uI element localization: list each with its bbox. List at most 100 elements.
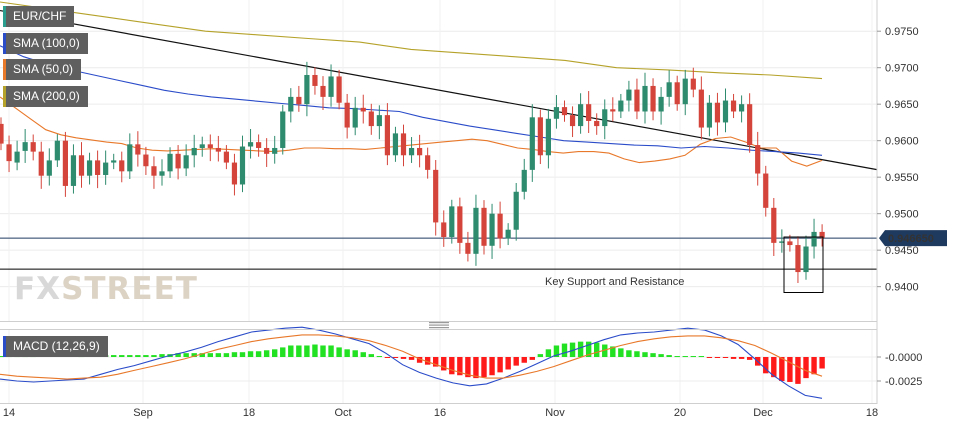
candle-body xyxy=(513,191,519,230)
macd-histogram-bar xyxy=(207,353,213,357)
macd-y-axis-ticks: -0.0000 -0.0025 xyxy=(877,352,922,388)
candle-body xyxy=(417,147,423,156)
candle-body xyxy=(690,78,696,90)
sma-100-line xyxy=(0,45,823,156)
macd-histogram-bar xyxy=(457,357,463,376)
macd-histogram-bar xyxy=(400,357,407,359)
macd-histogram-bar xyxy=(561,343,568,357)
x-tick-label: 14 xyxy=(3,407,15,419)
candle-body xyxy=(441,222,447,238)
macd-histogram-bar xyxy=(127,355,133,357)
candle-body xyxy=(481,207,487,246)
candle-body xyxy=(296,96,302,105)
candle-body xyxy=(763,173,769,208)
y-tick-label: 0.9700 xyxy=(885,63,919,75)
macd-histogram-bar xyxy=(779,357,785,381)
macd-histogram-bar xyxy=(658,354,664,357)
candle-body xyxy=(569,115,576,127)
x-axis-ticks: 14 Sep 18 Oct 16 Nov 20 Dec 18 xyxy=(3,407,878,419)
macd-line xyxy=(0,326,823,399)
x-tick-label: Oct xyxy=(334,407,351,419)
candle-body xyxy=(682,78,688,105)
macd-histogram-bar xyxy=(569,342,576,357)
legend-sma-100[interactable]: SMA (100,0) xyxy=(3,33,88,54)
candle-body xyxy=(46,160,52,176)
candle-body xyxy=(473,207,479,254)
macd-histogram-bar xyxy=(481,357,487,378)
candle-body xyxy=(191,147,197,156)
symbol-swatch xyxy=(3,6,6,27)
macd-signal-line xyxy=(0,334,823,380)
support-resistance-line-group xyxy=(0,237,877,270)
candle-body xyxy=(368,111,374,127)
candle-body xyxy=(666,82,672,97)
candle-body xyxy=(215,147,221,152)
macd-histogram-bar xyxy=(296,345,302,357)
macd-histogram-bar xyxy=(151,355,157,357)
macd-histogram-bar xyxy=(795,357,801,384)
macd-histogram-bar xyxy=(553,345,560,357)
macd-gridlines xyxy=(0,356,877,382)
macd-histogram-bar xyxy=(666,355,672,357)
y-axis-ticks: 0.9750 0.9700 0.9650 0.9600 0.9550 0.9500 0.94… xyxy=(877,26,919,294)
macd-histogram-bar xyxy=(119,355,125,357)
macd-histogram-bar xyxy=(706,357,713,358)
macd-histogram-bar xyxy=(255,351,262,357)
legend-sma-50[interactable]: SMA (50,0) xyxy=(3,59,82,80)
pane-splitter-handle[interactable] xyxy=(429,322,449,329)
legend-symbol[interactable]: EUR/CHF xyxy=(3,6,75,27)
candle-body xyxy=(489,213,495,246)
macd-histogram-bar xyxy=(674,356,680,358)
candle-body xyxy=(755,145,761,174)
macd-histogram-bar xyxy=(537,354,544,357)
candle-body xyxy=(103,162,109,175)
legend-sma-200[interactable]: SMA (200,0) xyxy=(3,86,88,107)
candle-body xyxy=(392,133,399,156)
candle-body xyxy=(70,155,77,186)
candle-body xyxy=(578,104,584,127)
candle-body xyxy=(320,85,326,97)
sma-50-swatch xyxy=(3,59,6,80)
symbol-label: EUR/CHF xyxy=(13,9,67,23)
candle-body xyxy=(747,104,753,146)
legend-macd[interactable]: MACD (12,26,9) xyxy=(3,336,108,357)
candle-body xyxy=(167,153,173,172)
macd-histogram-bar xyxy=(424,357,431,365)
candle-body xyxy=(78,155,85,176)
macd-histogram-bar xyxy=(634,351,640,357)
sma-200-label: SMA (200,0) xyxy=(13,89,80,103)
candle-body xyxy=(739,104,745,112)
trendline-group xyxy=(0,9,878,171)
y-tick-label: 0.9550 xyxy=(885,172,919,184)
candle-body xyxy=(698,89,704,128)
candle-body xyxy=(62,140,68,186)
macd-histogram-bar xyxy=(722,357,729,358)
candle-body xyxy=(795,245,801,273)
candle-body xyxy=(408,147,415,156)
candle-body xyxy=(811,231,817,247)
candle-body xyxy=(328,76,334,97)
macd-histogram-bar xyxy=(320,345,326,357)
candle-body xyxy=(280,111,286,148)
y-tick-label: 0.9600 xyxy=(885,136,919,148)
macd-swatch xyxy=(3,336,6,357)
macd-histogram-bar xyxy=(272,349,278,357)
macd-histogram-bar xyxy=(577,341,584,357)
candle-body xyxy=(537,117,543,156)
macd-histogram-bar xyxy=(602,344,608,357)
candle-body xyxy=(779,241,785,243)
macd-histogram-bar xyxy=(280,347,286,357)
candle-body xyxy=(256,142,262,148)
macd-histogram-bar xyxy=(714,357,721,358)
chart-frame xyxy=(0,0,878,404)
macd-histogram-bar xyxy=(360,352,366,357)
macd-histogram-bar xyxy=(610,346,616,357)
macd-label: MACD (12,26,9) xyxy=(13,339,100,353)
macd-histogram-bar xyxy=(505,357,511,370)
y-tick-label: 0.9650 xyxy=(885,99,919,111)
candle-body xyxy=(95,160,101,175)
macd-histogram-bar xyxy=(465,357,471,378)
macd-histogram-bar xyxy=(199,353,205,357)
x-tick-label: 16 xyxy=(434,407,446,419)
